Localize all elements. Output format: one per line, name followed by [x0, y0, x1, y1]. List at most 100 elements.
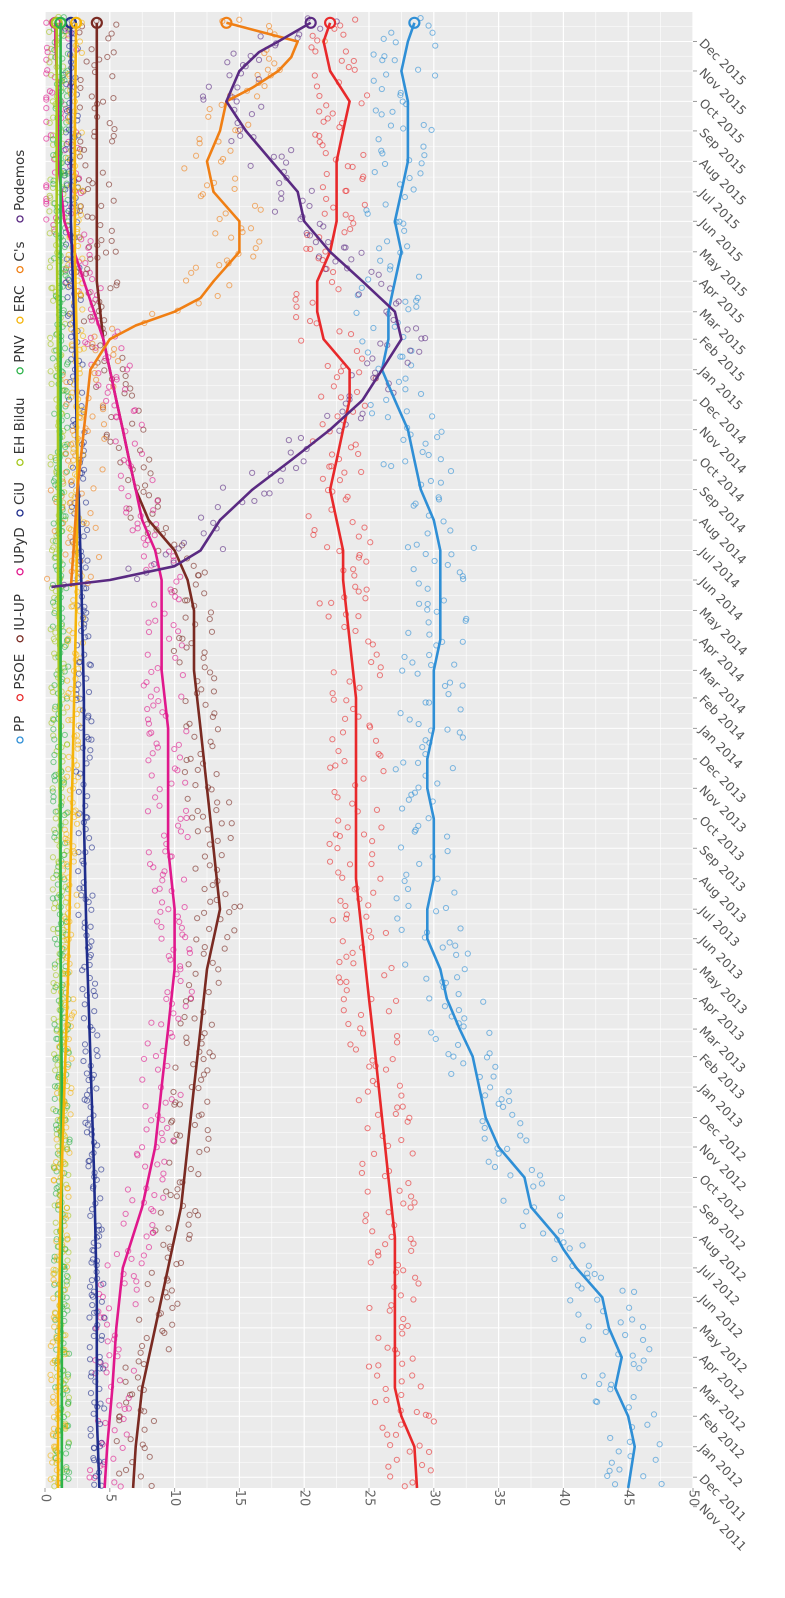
poll-point: [65, 539, 72, 546]
poll-point: [375, 136, 382, 143]
poll-point: [110, 49, 117, 56]
poll-point: [65, 1171, 72, 1179]
poll-point: [50, 1266, 57, 1273]
poll-point: [146, 456, 153, 463]
poll-point: [46, 192, 53, 199]
poll-point: [49, 623, 56, 630]
poll-point: [148, 1117, 155, 1124]
poll-point: [200, 530, 207, 537]
poll-point: [62, 835, 69, 842]
poll-point: [271, 60, 278, 67]
poll-point: [192, 581, 199, 588]
poll-point: [201, 590, 208, 597]
poll-point: [367, 401, 374, 409]
poll-point: [330, 383, 337, 390]
poll-point: [64, 1274, 72, 1281]
poll-point: [119, 354, 126, 361]
poll-point: [414, 670, 421, 677]
poll-point: [171, 765, 179, 772]
poll-point: [380, 35, 387, 42]
poll-point: [460, 1060, 467, 1067]
poll-point: [129, 1391, 136, 1398]
poll-point: [90, 987, 97, 995]
poll-point: [120, 457, 127, 464]
poll-point: [150, 864, 157, 871]
poll-point: [64, 424, 71, 431]
poll-point: [415, 784, 422, 791]
poll-point: [156, 802, 163, 809]
poll-point: [214, 292, 221, 300]
poll-point: [120, 1415, 127, 1423]
poll-point: [137, 447, 144, 454]
poll-point: [607, 1434, 614, 1442]
poll-point: [205, 113, 212, 120]
poll-point: [422, 335, 429, 342]
poll-point: [292, 296, 299, 303]
poll-point: [123, 509, 130, 516]
poll-point: [646, 1346, 653, 1353]
poll-point: [48, 53, 55, 60]
poll-point: [411, 789, 419, 796]
poll-point: [604, 1472, 611, 1480]
poll-point: [528, 1166, 535, 1174]
poll-point: [67, 499, 74, 506]
poll-point: [434, 780, 441, 787]
poll-point: [429, 413, 436, 420]
poll-point: [373, 806, 381, 813]
poll-point: [131, 440, 138, 447]
poll-point: [196, 140, 203, 147]
poll-point: [171, 745, 178, 753]
poll-point: [450, 1053, 457, 1060]
poll-point: [111, 1479, 118, 1486]
poll-point: [329, 736, 336, 743]
poll-point: [429, 29, 436, 36]
poll-point: [615, 1448, 622, 1455]
poll-point: [337, 897, 344, 904]
poll-point: [51, 706, 58, 713]
poll-point: [402, 961, 409, 968]
poll-point: [121, 390, 128, 397]
poll-point: [145, 757, 152, 764]
poll-point: [127, 1436, 134, 1443]
poll-point: [80, 466, 88, 473]
poll-point: [639, 1336, 647, 1344]
poll-point: [368, 268, 375, 275]
poll-point: [87, 1212, 94, 1219]
poll-point: [324, 412, 331, 419]
poll-point: [486, 1050, 493, 1057]
poll-point: [412, 500, 419, 507]
poll-point: [625, 1404, 632, 1411]
poll-point: [394, 1104, 401, 1111]
poll-point: [104, 1262, 111, 1269]
poll-point: [406, 174, 413, 182]
poll-point: [61, 243, 68, 251]
poll-point: [207, 898, 214, 905]
poll-point: [611, 1481, 619, 1488]
poll-point: [51, 1280, 59, 1287]
poll-point: [195, 1084, 202, 1092]
poll-point: [173, 1131, 180, 1138]
poll-point: [89, 892, 96, 899]
poll-point: [258, 103, 265, 110]
poll-point: [113, 1250, 121, 1258]
poll-point: [393, 1039, 401, 1046]
poll-point: [375, 1362, 382, 1369]
poll-point: [368, 934, 375, 941]
latest-result-marker: [324, 16, 337, 29]
poll-point: [379, 1424, 386, 1431]
poll-point: [112, 248, 119, 255]
poll-point: [122, 372, 129, 380]
poll-point: [402, 375, 409, 382]
poll-point: [68, 1085, 75, 1092]
latest-result-marker: [408, 16, 421, 29]
poll-point: [141, 1408, 148, 1415]
poll-point: [383, 238, 391, 245]
poll-point: [92, 524, 99, 531]
poll-point: [507, 1172, 514, 1179]
poll-point: [363, 913, 370, 920]
poll-point: [64, 1443, 71, 1450]
poll-point: [357, 1011, 365, 1019]
poll-point: [87, 238, 94, 245]
poll-point: [125, 1405, 132, 1412]
